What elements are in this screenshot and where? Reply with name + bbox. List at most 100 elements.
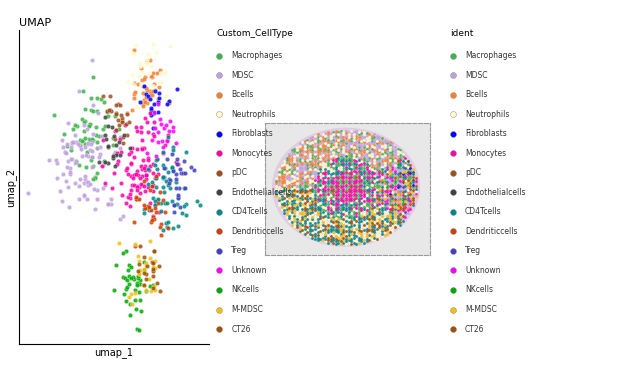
Point xyxy=(377,189,387,195)
Point xyxy=(333,154,343,160)
Point xyxy=(336,189,346,195)
Point xyxy=(382,174,392,180)
Point xyxy=(284,200,295,206)
Point xyxy=(356,151,367,157)
Point xyxy=(403,200,413,206)
Point xyxy=(346,151,356,157)
Text: Macrophages: Macrophages xyxy=(465,51,516,60)
Point xyxy=(408,177,418,183)
Monocytes xyxy=(152,156,162,162)
Point xyxy=(323,234,333,240)
Neutrophils xyxy=(131,42,141,48)
CT26 xyxy=(138,254,149,260)
Point xyxy=(328,175,338,181)
Bcells xyxy=(145,89,155,95)
Point xyxy=(282,154,292,160)
Point xyxy=(297,175,307,181)
Point xyxy=(292,162,302,168)
CD4Tcells xyxy=(158,174,168,180)
Point xyxy=(356,215,367,221)
Bcells xyxy=(164,99,174,105)
Point xyxy=(328,129,338,135)
CT26 xyxy=(133,268,143,274)
Point xyxy=(276,193,286,199)
Point xyxy=(310,187,320,193)
Point xyxy=(346,205,356,211)
Point xyxy=(395,175,405,181)
Point xyxy=(282,188,292,194)
Point xyxy=(333,224,343,230)
Point xyxy=(380,175,390,181)
Point xyxy=(284,197,295,203)
Point xyxy=(289,192,300,198)
Point xyxy=(300,164,310,170)
Point xyxy=(349,154,359,160)
Point xyxy=(354,183,364,189)
Endothelialcells xyxy=(111,142,121,148)
Point xyxy=(336,171,346,177)
Point xyxy=(351,208,362,214)
Point xyxy=(302,157,312,163)
Point xyxy=(405,201,415,207)
Point xyxy=(289,202,300,208)
Point xyxy=(349,199,359,205)
CD4Tcells xyxy=(159,162,169,168)
Unknown xyxy=(153,101,163,107)
Point xyxy=(333,191,343,197)
Point xyxy=(346,148,356,154)
Bcells xyxy=(129,47,139,53)
CD4Tcells xyxy=(195,202,205,208)
Point xyxy=(380,168,390,174)
Point xyxy=(362,223,372,229)
Point xyxy=(300,202,310,208)
CD4Tcells xyxy=(179,185,190,191)
Point xyxy=(382,159,392,165)
CD4Tcells xyxy=(158,174,168,180)
Point xyxy=(300,231,310,237)
Point xyxy=(310,156,320,162)
Point xyxy=(284,184,295,190)
Point xyxy=(408,187,418,193)
Point xyxy=(372,135,382,141)
Point xyxy=(392,151,403,157)
Point xyxy=(328,152,338,158)
Monocytes xyxy=(142,119,152,125)
Point xyxy=(307,139,317,145)
Point xyxy=(318,170,328,176)
Point xyxy=(403,197,413,203)
Point xyxy=(289,161,300,167)
Point xyxy=(279,166,289,172)
Point xyxy=(385,165,395,171)
Point xyxy=(356,194,367,200)
Point xyxy=(398,171,408,177)
Fibroblasts xyxy=(172,86,182,92)
Point xyxy=(395,162,405,168)
Point xyxy=(349,234,359,240)
Point xyxy=(346,174,356,180)
Point xyxy=(276,162,286,168)
Point xyxy=(284,153,295,159)
Point xyxy=(344,191,354,197)
Point xyxy=(369,203,379,209)
Point xyxy=(320,218,331,224)
Point xyxy=(362,189,372,195)
Point xyxy=(300,169,310,175)
Point xyxy=(338,180,348,186)
Point xyxy=(408,169,418,175)
Point xyxy=(315,164,325,170)
Point xyxy=(367,135,377,141)
Point xyxy=(356,233,367,239)
Point xyxy=(359,137,369,142)
Point xyxy=(310,179,320,185)
Point xyxy=(400,211,410,217)
Point xyxy=(382,205,392,211)
Point xyxy=(359,160,369,166)
Point xyxy=(310,177,320,183)
Point xyxy=(374,154,384,160)
Point xyxy=(341,156,351,162)
Point xyxy=(282,170,292,176)
Monocytes xyxy=(97,163,107,169)
Dendriticcells xyxy=(160,209,170,215)
Point xyxy=(313,222,323,228)
Point xyxy=(403,159,413,165)
